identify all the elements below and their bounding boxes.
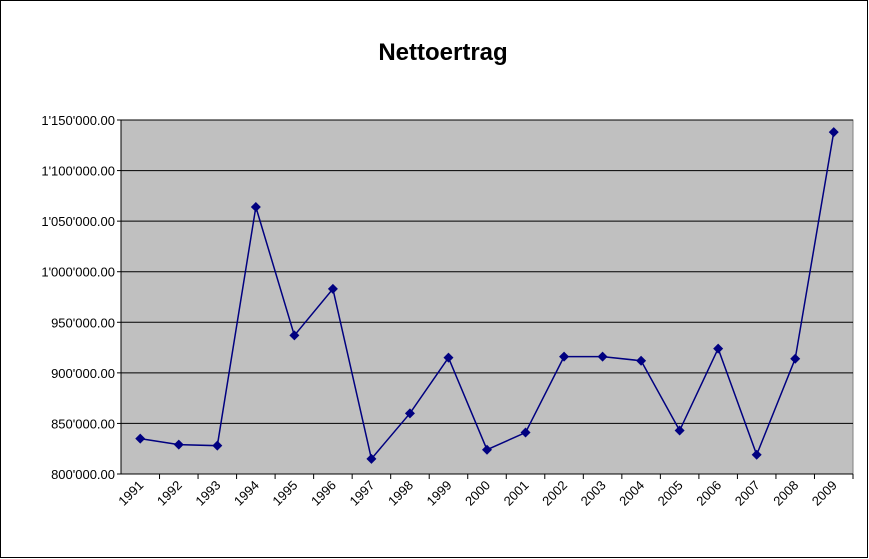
data-marker (520, 427, 531, 438)
data-marker (482, 444, 492, 455)
data-marker (790, 353, 801, 364)
y-tick-label: 1'050'000.00 (41, 214, 115, 229)
data-marker (597, 351, 608, 362)
y-tick-label: 1'150'000.00 (41, 113, 115, 128)
data-marker (404, 408, 415, 419)
plot-area (120, 119, 854, 475)
data-marker (559, 351, 570, 362)
y-tick-label: 950'000.00 (51, 315, 115, 330)
y-tick-label: 900'000.00 (51, 366, 115, 381)
y-tick-label: 800'000.00 (51, 467, 115, 482)
data-marker (443, 352, 454, 363)
data-marker (636, 355, 647, 366)
y-tick-label: 1'000'000.00 (41, 265, 115, 280)
data-marker (751, 449, 762, 460)
chart-title: Nettoertrag (378, 39, 507, 66)
y-tick-label: 850'000.00 (51, 416, 115, 431)
data-marker (135, 433, 146, 444)
data-marker (289, 330, 300, 341)
data-marker (327, 283, 338, 294)
data-marker (212, 440, 223, 451)
y-tick-label: 1'100'000.00 (41, 164, 115, 179)
data-marker (173, 439, 184, 450)
data-marker (713, 343, 724, 354)
data-marker (250, 201, 261, 212)
data-marker (828, 127, 839, 138)
data-marker (366, 453, 377, 464)
data-marker (674, 425, 685, 436)
